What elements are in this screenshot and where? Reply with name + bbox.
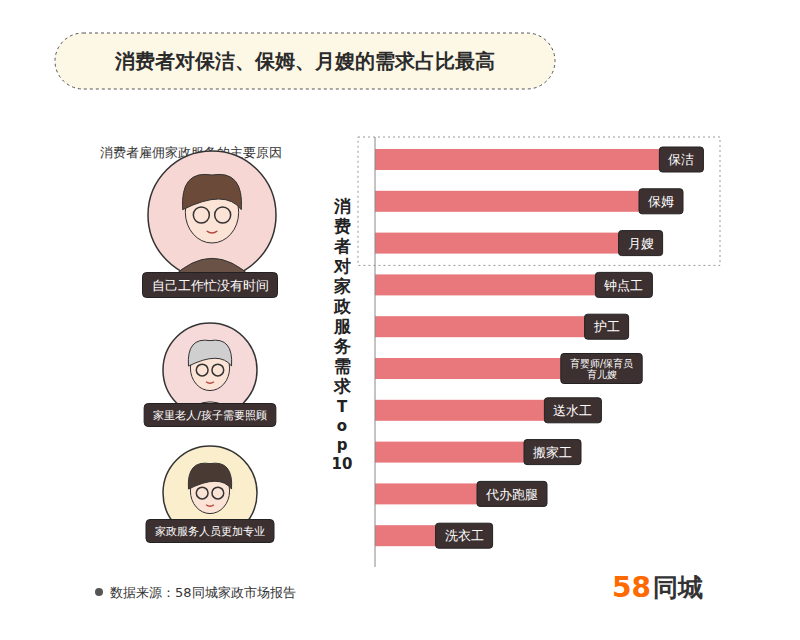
category-label: 送水工 bbox=[544, 398, 601, 423]
category-label: 代办跑腿 bbox=[477, 481, 547, 506]
y-axis-label-char: 求 bbox=[333, 376, 352, 396]
category-box bbox=[659, 147, 703, 172]
logo: 58同城 bbox=[612, 571, 703, 604]
category-label: 护工 bbox=[585, 314, 629, 339]
source: 数据来源：58同城家政市场报告 bbox=[110, 585, 296, 600]
category-label: 保姆 bbox=[639, 189, 683, 214]
bar bbox=[375, 149, 701, 170]
category-text: 搬家工 bbox=[533, 445, 572, 460]
bar bbox=[375, 442, 579, 463]
bar bbox=[375, 358, 640, 379]
category-text: 保洁 bbox=[668, 152, 694, 167]
y-axis-label-char: p bbox=[337, 436, 348, 454]
bar bbox=[375, 233, 661, 254]
category-label: 搬家工 bbox=[524, 440, 581, 465]
y-axis-label-char: 服 bbox=[333, 316, 352, 336]
title: 消费者对保洁、保姆、月嫂的需求占比最高 bbox=[114, 49, 495, 73]
category-box bbox=[619, 231, 663, 256]
reason: 家里老人/孩子需要照顾 bbox=[144, 404, 276, 427]
reason-box bbox=[144, 404, 276, 427]
category-box bbox=[524, 440, 581, 465]
category-box bbox=[639, 189, 683, 214]
bar bbox=[375, 400, 599, 421]
category-box bbox=[544, 398, 601, 423]
y-axis-label-char: 需 bbox=[334, 356, 351, 376]
axis-line bbox=[375, 137, 376, 567]
reason-label: 家政服务人员更加专业 bbox=[155, 525, 265, 538]
y-axis-label-char: 务 bbox=[333, 336, 351, 356]
reason-box bbox=[146, 520, 274, 543]
category-label: 保洁 bbox=[659, 147, 703, 172]
category-text: 育儿嫂 bbox=[587, 369, 617, 380]
y-axis-label: 消费者对家政服务需求Top10 bbox=[332, 196, 353, 473]
category-text: 钟点工 bbox=[603, 278, 643, 293]
category-label: 洗衣工 bbox=[436, 523, 493, 548]
category-box bbox=[561, 354, 642, 384]
category-text: 保姆 bbox=[648, 194, 674, 209]
reason-box bbox=[143, 273, 278, 298]
chart-root: 消费者对保洁、保姆、月嫂的需求占比最高消费者雇佣家政服务的主要原因自己工作忙没有… bbox=[0, 0, 800, 640]
y-axis-label-char: 者 bbox=[333, 236, 351, 256]
category-text: 代办跑腿 bbox=[485, 487, 538, 502]
reason: 家政服务人员更加专业 bbox=[146, 520, 274, 543]
source-bullet bbox=[95, 588, 103, 596]
category-box bbox=[595, 272, 652, 297]
category-text: 护工 bbox=[593, 319, 620, 334]
category-text: 月嫂 bbox=[628, 236, 654, 251]
y-axis-label-char: 家 bbox=[333, 276, 351, 296]
category-label: 钟点工 bbox=[595, 272, 652, 297]
reason: 自己工作忙没有时间 bbox=[143, 273, 278, 298]
illustration bbox=[163, 323, 257, 417]
logo-number: 58 bbox=[612, 571, 651, 604]
bar bbox=[375, 274, 650, 295]
y-axis-label-char: 对 bbox=[333, 256, 351, 276]
y-axis-label-char: T bbox=[337, 398, 348, 416]
bars bbox=[375, 149, 701, 546]
category-label: 育婴师/保育员育儿嫂 bbox=[561, 354, 642, 384]
category-text: 送水工 bbox=[553, 403, 592, 418]
highlight-box bbox=[358, 137, 720, 265]
category-text: 洗衣工 bbox=[445, 528, 484, 543]
y-axis-label-char: o bbox=[337, 417, 347, 435]
reason-label: 家里老人/孩子需要照顾 bbox=[153, 409, 267, 422]
category-label: 月嫂 bbox=[619, 231, 663, 256]
bar bbox=[375, 525, 491, 546]
y-axis-label-char: 消 bbox=[333, 196, 351, 216]
y-axis-label-char: 10 bbox=[332, 455, 353, 473]
y-axis-label-char: 政 bbox=[333, 296, 352, 316]
category-box bbox=[436, 523, 493, 548]
reason-label: 自己工作忙没有时间 bbox=[152, 278, 269, 293]
bar-labels: 保洁保姆月嫂钟点工护工育婴师/保育员育儿嫂送水工搬家工代办跑腿洗衣工 bbox=[436, 147, 704, 548]
bar bbox=[375, 483, 545, 504]
title-box bbox=[55, 33, 555, 89]
category-box bbox=[585, 314, 629, 339]
illustration bbox=[148, 151, 276, 279]
y-axis-label-char: 费 bbox=[333, 216, 351, 236]
category-text: 育婴师/保育员 bbox=[570, 358, 633, 369]
logo-name: 同城 bbox=[653, 573, 703, 602]
category-box bbox=[477, 481, 547, 506]
bar bbox=[375, 191, 681, 212]
